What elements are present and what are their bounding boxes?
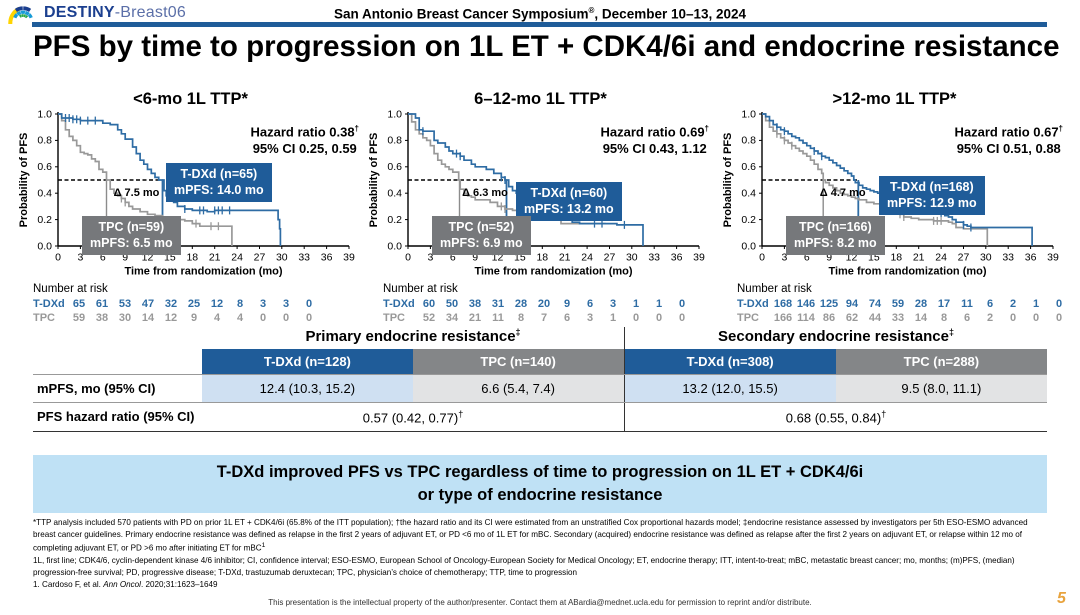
svg-text:24: 24 <box>935 252 947 264</box>
svg-text:21: 21 <box>209 252 221 264</box>
svg-text:24: 24 <box>581 252 593 264</box>
svg-text:0.2: 0.2 <box>387 214 402 226</box>
svg-text:1.0: 1.0 <box>387 110 402 120</box>
svg-text:Time from randomization (mo): Time from randomization (mo) <box>828 266 986 278</box>
svg-text:30: 30 <box>276 252 288 264</box>
svg-text:33: 33 <box>298 252 310 264</box>
svg-text:30: 30 <box>980 252 992 264</box>
svg-text:24: 24 <box>231 252 243 264</box>
svg-text:33: 33 <box>648 252 660 264</box>
svg-text:Probability of PFS: Probability of PFS <box>368 133 380 228</box>
svg-text:Time from randomization (mo): Time from randomization (mo) <box>124 266 282 278</box>
svg-text:0.4: 0.4 <box>741 188 756 200</box>
svg-text:0.2: 0.2 <box>741 214 756 226</box>
svg-text:21: 21 <box>913 252 925 264</box>
svg-text:36: 36 <box>1025 252 1037 264</box>
svg-text:Δ 4.7 mo: Δ 4.7 mo <box>820 187 866 199</box>
svg-text:0.2: 0.2 <box>37 214 52 226</box>
svg-text:39: 39 <box>1047 252 1059 264</box>
svg-text:Probability of PFS: Probability of PFS <box>18 133 30 228</box>
svg-text:1.0: 1.0 <box>741 110 756 120</box>
svg-text:Δ 7.5 mo: Δ 7.5 mo <box>114 187 160 199</box>
svg-text:0.8: 0.8 <box>387 135 402 147</box>
svg-text:27: 27 <box>958 252 970 264</box>
svg-text:Δ 6.3 mo: Δ 6.3 mo <box>462 187 508 199</box>
svg-text:1.0: 1.0 <box>37 110 52 120</box>
svg-text:27: 27 <box>604 252 616 264</box>
svg-text:Time from randomization (mo): Time from randomization (mo) <box>474 266 632 278</box>
svg-text:0.0: 0.0 <box>37 240 52 252</box>
svg-text:0.8: 0.8 <box>741 135 756 147</box>
svg-text:39: 39 <box>343 252 355 264</box>
svg-text:0.6: 0.6 <box>37 161 52 173</box>
svg-text:36: 36 <box>671 252 683 264</box>
svg-text:18: 18 <box>536 252 548 264</box>
svg-text:27: 27 <box>254 252 266 264</box>
svg-text:0: 0 <box>55 252 61 264</box>
svg-text:21: 21 <box>559 252 571 264</box>
svg-text:18: 18 <box>186 252 198 264</box>
svg-text:0.4: 0.4 <box>387 188 402 200</box>
svg-text:39: 39 <box>693 252 705 264</box>
svg-text:0: 0 <box>759 252 765 264</box>
svg-text:0: 0 <box>405 252 411 264</box>
svg-text:36: 36 <box>321 252 333 264</box>
svg-text:Probability of PFS: Probability of PFS <box>722 133 734 228</box>
svg-text:0.4: 0.4 <box>37 188 52 200</box>
svg-text:33: 33 <box>1002 252 1014 264</box>
svg-text:0.0: 0.0 <box>741 240 756 252</box>
svg-text:0.6: 0.6 <box>741 161 756 173</box>
svg-text:0.0: 0.0 <box>387 240 402 252</box>
svg-text:18: 18 <box>890 252 902 264</box>
svg-text:30: 30 <box>626 252 638 264</box>
svg-text:0.8: 0.8 <box>37 135 52 147</box>
svg-text:0.6: 0.6 <box>387 161 402 173</box>
